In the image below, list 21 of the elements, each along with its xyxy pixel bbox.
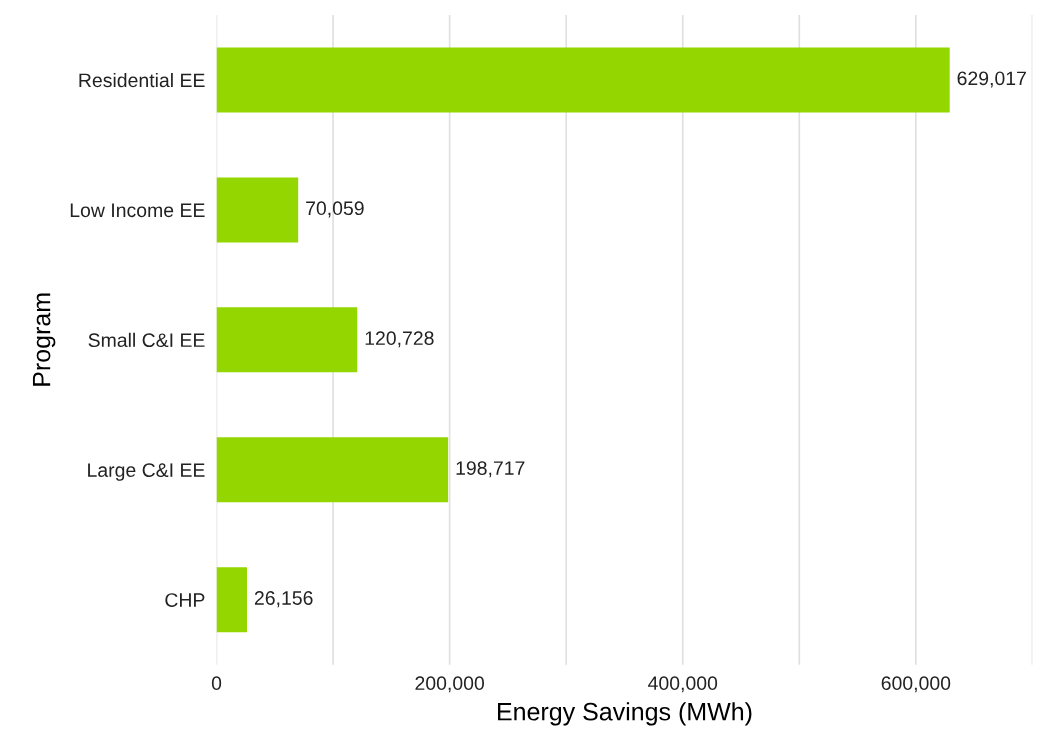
y-tick-label: Residential EE bbox=[79, 72, 205, 88]
y-tick-label: CHP bbox=[165, 593, 205, 607]
y-tick-label: Low Income EE bbox=[70, 203, 205, 218]
bar bbox=[216, 567, 248, 633]
data-label: 120,728 bbox=[365, 331, 434, 348]
x-tick-label: 200,000 bbox=[415, 676, 485, 693]
bar bbox=[216, 437, 449, 503]
x-tick-label: 400,000 bbox=[648, 676, 718, 693]
data-label: 70,059 bbox=[306, 201, 364, 218]
x-axis-title: Energy Savings (MWh) bbox=[498, 702, 752, 726]
bar bbox=[216, 177, 299, 243]
y-tick-label: Large C&I EE bbox=[88, 463, 205, 481]
x-tick-label: 0 bbox=[211, 676, 222, 691]
y-axis-title: Program bbox=[32, 293, 56, 386]
y-tick-label: Small C&I EE bbox=[88, 332, 205, 348]
x-tick-label: 600,000 bbox=[881, 676, 951, 693]
bar bbox=[216, 307, 358, 373]
bar bbox=[216, 47, 950, 113]
data-label: 629,017 bbox=[957, 71, 1026, 88]
data-label: 26,156 bbox=[254, 591, 313, 608]
data-label: 198,717 bbox=[456, 461, 525, 478]
